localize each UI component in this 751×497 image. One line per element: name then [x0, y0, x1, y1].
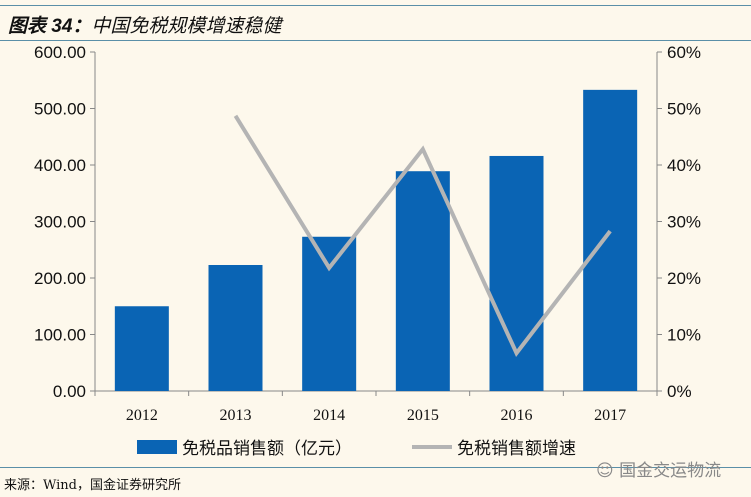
x-tick-label: 2016: [501, 407, 533, 424]
bar-2013: [208, 265, 263, 391]
left-tick-label: 300.00: [34, 213, 86, 232]
left-tick-label: 600.00: [34, 43, 86, 62]
title-rule: [0, 40, 751, 41]
legend-line-label: 免税销售额增速: [457, 439, 576, 459]
right-tick-label: 30%: [667, 213, 701, 232]
wechat-icon: ☺: [596, 461, 620, 481]
footer-rule: [0, 467, 751, 468]
legend-bar-swatch: [137, 440, 177, 454]
legend-bar-label: 免税品销售额（亿元）: [182, 439, 352, 459]
left-tick-label: 100.00: [34, 326, 86, 345]
x-tick-label: 2013: [220, 407, 252, 424]
chart-title: 图表 34：中国免税规模增速稳健: [8, 11, 281, 38]
left-tick-label: 500.00: [34, 100, 86, 119]
watermark: ☺ 国金交运物流: [596, 456, 721, 481]
x-tick-label: 2012: [126, 407, 158, 424]
chart: 0.00 100.00 200.00 300.00 400.00 500.00 600.00…: [34, 43, 701, 459]
right-tick-label: 40%: [667, 156, 701, 175]
x-tick-label: 2015: [407, 407, 439, 424]
right-tick-label: 60%: [667, 43, 701, 62]
left-tick-label: 0.00: [53, 382, 86, 401]
x-tick-label: 2014: [313, 407, 345, 424]
left-tick-label: 200.00: [34, 269, 86, 288]
source-note: 来源：Wind，国金证券研究所: [4, 478, 181, 493]
watermark-text: 国金交运物流: [619, 461, 722, 481]
title-text: 中国免税规模增速稳健: [91, 15, 282, 37]
left-tick-label: 400.00: [34, 156, 86, 175]
right-tick-label: 10%: [667, 326, 701, 345]
bar-2014: [302, 236, 357, 391]
top-rule: [0, 5, 751, 6]
bar-2017: [583, 89, 638, 391]
figure-label: 图表 34：: [8, 16, 92, 37]
bar-2015: [395, 171, 450, 391]
right-tick-label: 0%: [667, 382, 692, 401]
x-tick-label: 2017: [594, 407, 626, 424]
bar-2012: [114, 306, 169, 391]
right-tick-label: 50%: [667, 100, 701, 119]
right-tick-label: 20%: [667, 269, 701, 288]
